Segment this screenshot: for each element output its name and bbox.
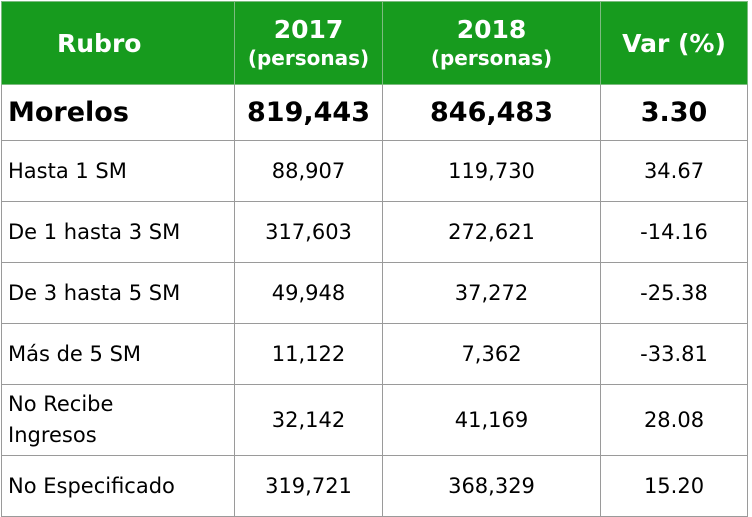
row-2018: 37,272: [382, 262, 601, 324]
header-2017-unit: (personas): [247, 46, 370, 70]
header-rubro: Rubro: [1, 1, 235, 85]
header-2017-year: 2017: [273, 15, 344, 44]
row-label: De 3 hasta 5 SM: [1, 262, 235, 324]
row-var: 28.08: [600, 384, 748, 456]
row-label-line2: Ingresos: [8, 423, 97, 447]
table-row: Hasta 1 SM 88,907 119,730 34.67: [1, 140, 748, 202]
row-var: -33.81: [600, 323, 748, 385]
header-2017: 2017 (personas): [234, 1, 383, 85]
row-var: -25.38: [600, 262, 748, 324]
header-row: Rubro 2017 (personas) 2018 (personas) Va…: [1, 1, 748, 85]
row-2018: 272,621: [382, 201, 601, 263]
total-2017: 819,443: [234, 84, 383, 141]
row-var: -14.16: [600, 201, 748, 263]
row-label: De 1 hasta 3 SM: [1, 201, 235, 263]
row-2017: 88,907: [234, 140, 383, 202]
row-label: Hasta 1 SM: [1, 140, 235, 202]
row-label: No Especificado: [1, 455, 235, 517]
header-2018-unit: (personas): [430, 46, 553, 70]
table-row: De 3 hasta 5 SM 49,948 37,272 -25.38: [1, 262, 748, 324]
header-var: Var (%): [600, 1, 748, 85]
row-2017: 319,721: [234, 455, 383, 517]
table-row: Más de 5 SM 11,122 7,362 -33.81: [1, 323, 748, 385]
total-2018: 846,483: [382, 84, 601, 141]
row-2018: 7,362: [382, 323, 601, 385]
row-2017: 11,122: [234, 323, 383, 385]
total-var: 3.30: [600, 84, 748, 141]
header-2018: 2018 (personas): [382, 1, 601, 85]
table-row: No Especificado 319,721 368,329 15.20: [1, 455, 748, 517]
row-2017: 32,142: [234, 384, 383, 456]
row-label: No Recibe Ingresos: [1, 384, 235, 456]
total-label: Morelos: [1, 84, 235, 141]
table-row: No Recibe Ingresos 32,142 41,169 28.08: [1, 384, 748, 456]
row-var: 34.67: [600, 140, 748, 202]
table-row: De 1 hasta 3 SM 317,603 272,621 -14.16: [1, 201, 748, 263]
header-2018-year: 2018: [456, 15, 527, 44]
row-2018: 119,730: [382, 140, 601, 202]
total-row: Morelos 819,443 846,483 3.30: [1, 84, 748, 141]
row-2018: 368,329: [382, 455, 601, 517]
row-2017: 317,603: [234, 201, 383, 263]
row-label: Más de 5 SM: [1, 323, 235, 385]
row-2017: 49,948: [234, 262, 383, 324]
row-label-line1: No Recibe: [8, 392, 114, 416]
row-2018: 41,169: [382, 384, 601, 456]
row-var: 15.20: [600, 455, 748, 517]
